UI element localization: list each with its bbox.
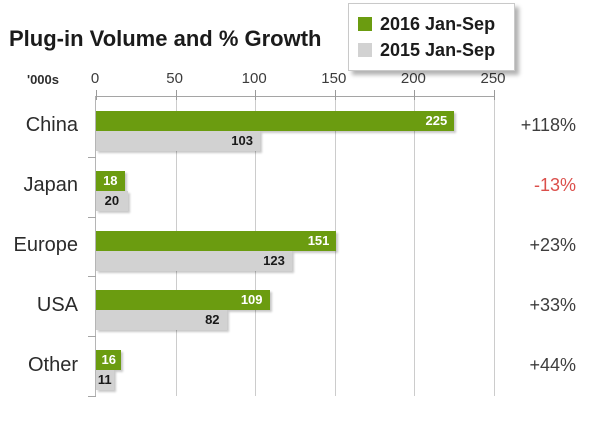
axis-tick xyxy=(255,90,257,100)
category-label-japan: Japan xyxy=(23,174,79,197)
x-axis-tick-label: 150 xyxy=(321,70,347,87)
category-label-china: China xyxy=(25,114,78,137)
y-axis-tick xyxy=(88,276,96,277)
axis-tick xyxy=(494,90,495,100)
legend-swatch-2016-icon xyxy=(358,17,372,31)
category-label-europe: Europe xyxy=(13,233,79,256)
bar-value-label: 109 xyxy=(240,292,263,308)
legend-swatch-2015-icon xyxy=(358,43,372,57)
bar-value-label: 16 xyxy=(101,352,116,368)
growth-label-usa: +33% xyxy=(529,294,576,315)
plot-area: 225 103 18 20 151 123 109 82 16 11 xyxy=(88,90,495,397)
gridline xyxy=(494,97,495,396)
bar-value-label: 103 xyxy=(231,133,253,148)
bar-value-label: 20 xyxy=(104,192,120,208)
legend-item-2015: 2015 Jan-Sep xyxy=(358,37,508,63)
bar-value-label: 18 xyxy=(103,172,118,188)
bar-2016-other: 16 xyxy=(96,350,122,371)
bar-value-label: 151 xyxy=(307,232,330,248)
x-axis-tick-label: 50 xyxy=(166,70,183,87)
bar-value-label: 225 xyxy=(425,113,448,128)
x-axis-tick-label: 100 xyxy=(241,70,267,87)
bar-2016-europe: 151 xyxy=(96,230,337,251)
bar-2015-other: 11 xyxy=(96,370,114,391)
bar-2016-japan: 18 xyxy=(96,170,125,191)
axis-tick xyxy=(334,90,336,100)
bar-value-label: 123 xyxy=(263,252,285,268)
bar-2016-china: 225 xyxy=(96,111,455,131)
growth-label-china: +118% xyxy=(520,115,576,136)
bar-2015-europe: 123 xyxy=(96,250,292,271)
bar-2015-usa: 82 xyxy=(96,310,227,331)
growth-label-europe: +23% xyxy=(529,234,576,255)
bar-2015-china: 103 xyxy=(96,131,260,151)
legend-label-2016: 2016 Jan-Sep xyxy=(380,13,496,34)
legend: 2016 Jan-Sep 2015 Jan-Sep xyxy=(348,3,515,71)
legend-item-2016: 2016 Jan-Sep xyxy=(358,11,508,37)
x-axis-tick-label: 0 xyxy=(90,70,100,87)
axis-tick xyxy=(175,90,177,100)
bar-2015-japan: 20 xyxy=(96,190,128,211)
y-axis-tick xyxy=(88,157,96,158)
y-axis-tick xyxy=(88,336,96,337)
growth-label-other: +44% xyxy=(529,354,576,375)
x-axis-tick-label: 250 xyxy=(480,70,506,87)
growth-label-japan: -13% xyxy=(533,175,576,196)
legend-label-2015: 2015 Jan-Sep xyxy=(380,39,496,60)
chart-title: Plug-in Volume and % Growth xyxy=(9,26,322,51)
gridline xyxy=(414,97,416,396)
category-label-usa: USA xyxy=(36,293,78,316)
bar-value-label: 11 xyxy=(97,372,112,388)
y-axis-tick xyxy=(88,217,96,218)
axis-tick xyxy=(414,90,416,100)
x-axis-tick-label: 200 xyxy=(400,70,426,87)
y-axis-tick xyxy=(88,396,96,397)
bar-2016-usa: 109 xyxy=(96,290,270,311)
axis-tick xyxy=(96,90,97,100)
bar-value-label: 82 xyxy=(205,312,220,328)
axis-unit-label: '000s xyxy=(26,72,59,87)
category-label-other: Other xyxy=(27,353,78,376)
